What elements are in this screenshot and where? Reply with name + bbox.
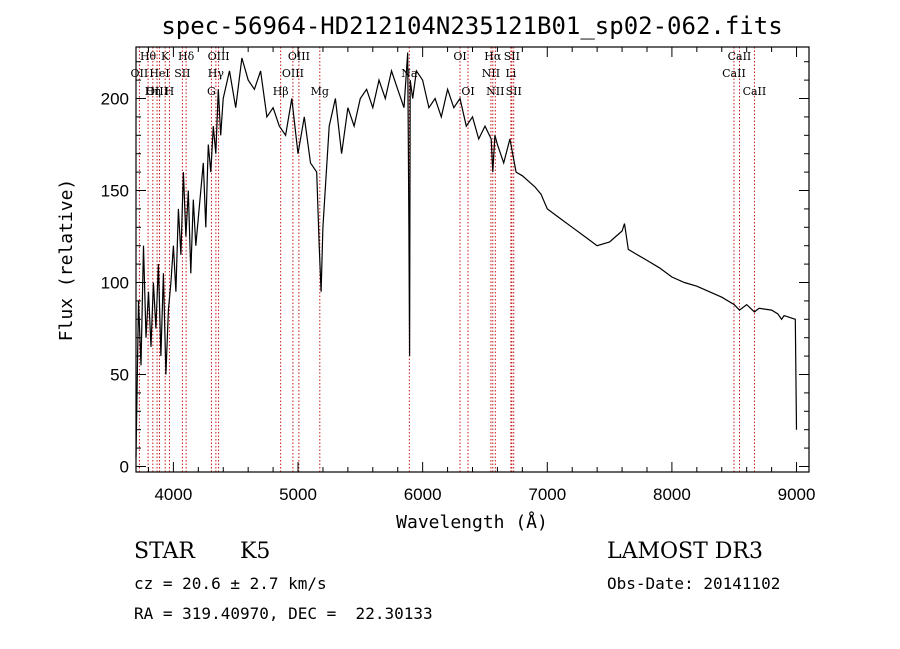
y-axis-ticks: 0 50 100 150 200 xyxy=(101,61,809,476)
spectral-line-label: SII xyxy=(504,50,520,63)
y-tick-label: 100 xyxy=(101,273,129,292)
spectral-line-label: HeI xyxy=(149,67,169,80)
spectral-line-label: OI xyxy=(461,85,474,98)
x-tick-label: 7000 xyxy=(528,485,566,504)
spectral-line-label: OI xyxy=(453,50,466,63)
chart-title: spec-56964-HD212104N235121B01_sp02-062.f… xyxy=(161,12,782,40)
spectral-line-label: Hδ xyxy=(178,50,195,63)
spectral-line-label: SII xyxy=(174,67,190,80)
redshift-readout: cz = 20.6 ± 2.7 km/s xyxy=(134,574,327,593)
spectral-line-label: Na xyxy=(401,67,418,80)
plot-frame xyxy=(135,46,810,473)
spectral-line-label: Hβ xyxy=(273,85,289,98)
y-tick-label: 150 xyxy=(101,182,129,201)
spectral-line-label: OII xyxy=(131,67,149,80)
x-axis-ticks: 4000 5000 6000 7000 8000 9000 xyxy=(147,47,816,504)
x-tick-label: 9000 xyxy=(778,485,816,504)
x-tick-label: 4000 xyxy=(154,485,192,504)
spectral-line-label: OIII xyxy=(208,50,230,63)
x-axis-label: Wavelength (Å) xyxy=(396,511,548,533)
spectral-line-label: K xyxy=(161,50,170,63)
y-axis-label: Flux (relative) xyxy=(56,179,77,342)
spectral-line-label: Li xyxy=(505,67,516,80)
spectral-line-label: OIII xyxy=(288,50,310,63)
spectral-line-label: Hθ xyxy=(140,50,157,63)
spectral-line-label: NII xyxy=(482,67,500,80)
x-tick-label: 6000 xyxy=(404,485,442,504)
x-tick-label: 8000 xyxy=(653,485,691,504)
spectral-line-label: CaII xyxy=(743,85,767,98)
spectral-line-label: CaII xyxy=(722,67,746,80)
spectral-line-label: CaII xyxy=(728,50,752,63)
survey-name: LAMOST DR3 xyxy=(607,539,763,564)
spectral-line-label: OIII xyxy=(282,67,304,80)
spectral-line-label: Hη xyxy=(145,85,161,98)
object-subclass: K5 xyxy=(240,539,271,564)
spectrum-line xyxy=(135,52,798,458)
spectral-line-label: H xyxy=(165,85,175,98)
object-class: STAR xyxy=(134,539,195,564)
y-tick-label: 200 xyxy=(101,90,129,109)
spectral-line-label: OIII xyxy=(146,85,168,98)
spectral-line-label: NII xyxy=(486,85,504,98)
y-tick-label: 0 xyxy=(120,457,129,476)
spectral-line-markers xyxy=(138,47,755,472)
spectral-line-label: SII xyxy=(506,85,522,98)
y-tick-label: 50 xyxy=(110,365,129,384)
x-tick-label: 5000 xyxy=(279,485,317,504)
observation-date: Obs-Date: 20141102 xyxy=(607,574,781,593)
spectral-line-label: G xyxy=(207,85,216,98)
spectral-line-label: Hα xyxy=(484,50,502,63)
spectral-line-label: Hγ xyxy=(208,67,225,80)
coordinates-readout: RA = 319.40970, DEC = 22.30133 xyxy=(134,604,433,623)
spectral-line-label: Mg xyxy=(311,85,329,98)
